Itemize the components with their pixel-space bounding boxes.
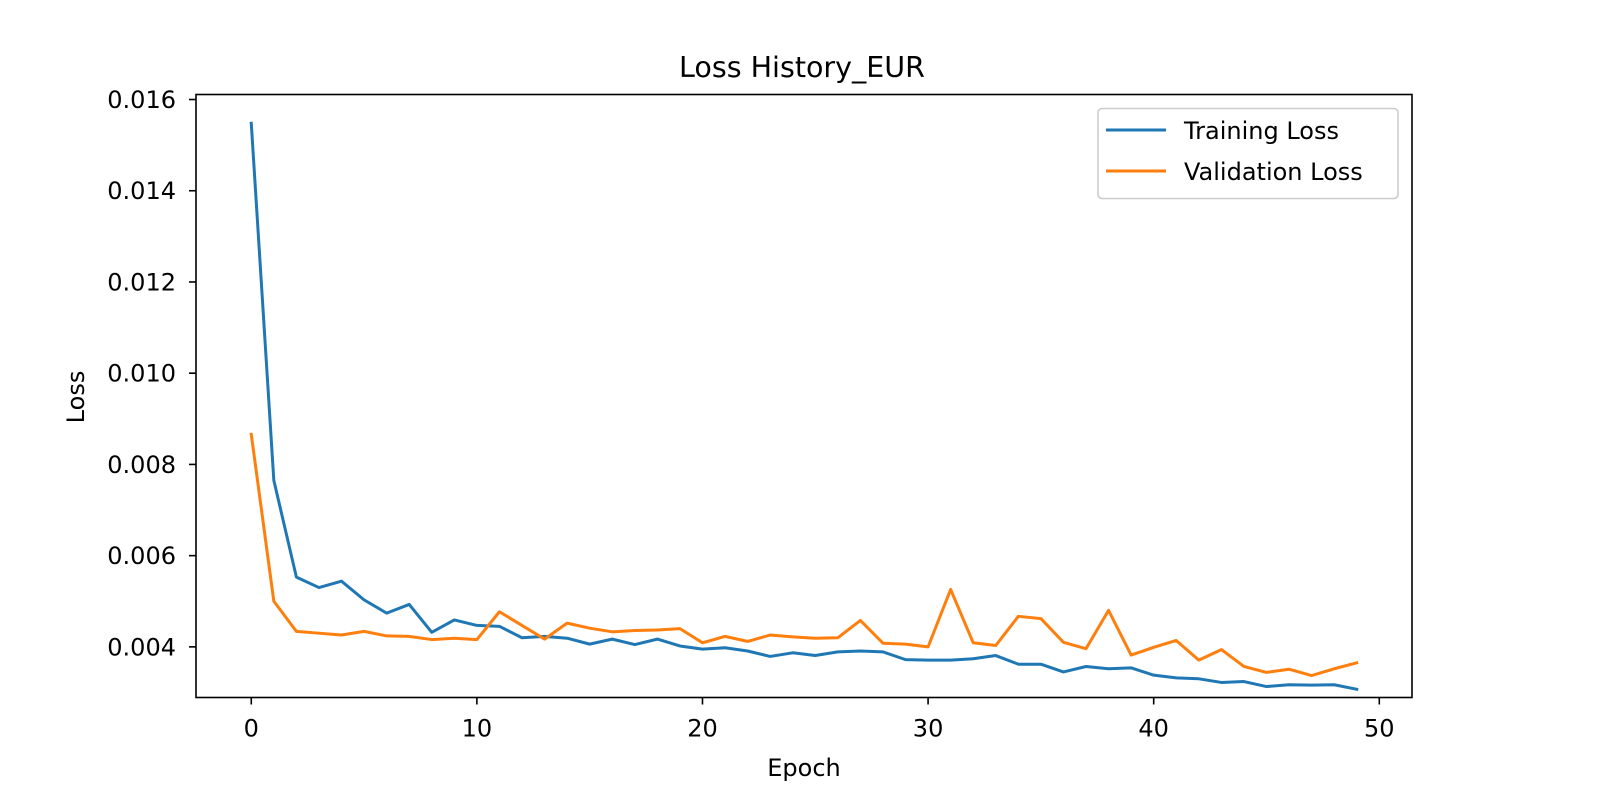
- y-tick-label: 0.014: [107, 177, 176, 205]
- chart-title: Loss History_EUR: [679, 51, 925, 84]
- x-axis-ticks: 0 10 20 30 40 50: [244, 697, 1395, 743]
- plot-lines: [249, 121, 1359, 692]
- y-axis-label: Loss: [62, 371, 90, 424]
- x-tick-label: 50: [1364, 715, 1395, 743]
- legend: Training Loss Validation Loss: [1097, 107, 1399, 200]
- x-tick-label: 20: [687, 715, 718, 743]
- y-tick-label: 0.012: [107, 268, 176, 296]
- plot-frame: [195, 93, 1413, 699]
- x-axis-label: Epoch: [767, 754, 841, 782]
- x-tick-label: 10: [462, 715, 493, 743]
- training-loss-line: [249, 121, 1359, 692]
- x-tick-label: 30: [913, 715, 944, 743]
- x-tick-label: 0: [244, 715, 259, 743]
- x-tick-label: 40: [1138, 715, 1169, 743]
- validation-loss-line: [249, 432, 1359, 678]
- y-tick-label: 0.008: [107, 451, 176, 479]
- legend-label-validation-loss: Validation Loss: [1184, 158, 1363, 186]
- y-tick-label: 0.004: [107, 633, 176, 661]
- legend-label-training-loss: Training Loss: [1183, 117, 1339, 145]
- y-tick-label: 0.006: [107, 542, 176, 570]
- y-tick-label: 0.016: [107, 86, 176, 114]
- y-axis-ticks: 0.004 0.006 0.008 0.010 0.012 0.014 0.016: [107, 86, 196, 661]
- y-tick-label: 0.010: [107, 360, 176, 388]
- legend-box: [1097, 107, 1399, 200]
